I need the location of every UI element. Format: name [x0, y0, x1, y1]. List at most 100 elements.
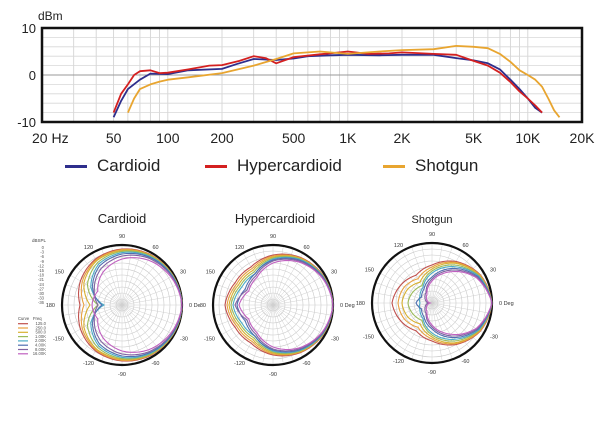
polar-spoke — [272, 304, 312, 352]
curve-table-freq: 2.00K — [35, 338, 46, 343]
polar-trace — [90, 251, 183, 359]
db-scale-tick: -33 — [38, 296, 45, 301]
polar-spoke — [234, 258, 274, 306]
curve-table-freq: 16.00K — [33, 351, 46, 356]
x-tick-label: 2K — [393, 130, 411, 146]
polar-spoke — [272, 274, 326, 306]
polar-trace — [415, 267, 493, 339]
polar-trace — [234, 258, 334, 352]
legend-label-shotgun: Shotgun — [415, 156, 479, 175]
chart-frame — [40, 26, 584, 124]
x-tick-label: 1K — [339, 130, 357, 146]
db-scale-tick: -3 — [40, 250, 44, 255]
polar-chart-shotgun: Shotgun 0 Deg 30 60 90 120 150 180 -150 -120 -90 -6… — [356, 214, 514, 376]
polar-angle-label: 180 — [46, 303, 55, 309]
polar-angle-label: 150 — [365, 268, 374, 274]
polar-spoke — [272, 258, 312, 306]
polar-angle-label: -150 — [204, 337, 215, 343]
polar-spoke — [111, 304, 123, 365]
polar-angle-label: 180 — [200, 303, 206, 309]
polar-trace — [224, 253, 334, 357]
db-scale-tick: -21 — [38, 277, 45, 282]
curve-table-freq: 8.00K — [35, 347, 46, 352]
series-line-hypercardioid — [112, 50, 543, 114]
db-scale-title: dBSPL — [32, 238, 47, 243]
polar-spoke — [272, 304, 320, 344]
db-scale-tick: -24 — [38, 282, 45, 287]
polar-spoke — [385, 264, 433, 304]
polar-angle-label: 60 — [303, 245, 309, 251]
polar-angle-label: -120 — [393, 359, 404, 365]
polar-spoke — [213, 294, 274, 306]
polar-spoke — [431, 302, 492, 314]
polar-spoke — [272, 304, 326, 336]
polar-spoke — [121, 266, 169, 306]
db-scale-tick: -27 — [38, 286, 45, 291]
polar-angle-label: 90 — [119, 234, 125, 240]
polar-angle-label: -120 — [83, 361, 94, 367]
curve-table-freq: 500.0 — [36, 330, 47, 335]
curve-table-header: Freq — [33, 316, 42, 321]
polar-angle-label: 0 Deg — [340, 303, 355, 309]
polar-spoke — [431, 302, 485, 334]
polar-angle-label: 90 — [429, 232, 435, 238]
polar-spoke — [372, 292, 433, 304]
polar-angle-label: -30 — [180, 337, 188, 343]
x-tick-label: 500 — [282, 130, 306, 146]
polar-spoke — [411, 246, 433, 304]
polar-spoke — [242, 252, 274, 306]
y-axis-label: dBm — [38, 9, 63, 23]
polar-spoke — [69, 304, 123, 336]
polar-trace — [407, 264, 493, 342]
legend-label-cardioid: Cardioid — [97, 156, 161, 175]
polar-spoke — [121, 284, 179, 306]
legend-swatch-shotgun — [383, 164, 405, 168]
polar-spoke — [121, 304, 179, 326]
polar-spoke — [431, 302, 463, 356]
polar-spoke — [121, 252, 153, 306]
legend-item-shotgun: Shotgun — [383, 156, 478, 176]
polar-spoke — [226, 266, 274, 306]
polar-angle-label: 0 Deg — [189, 303, 200, 309]
polar-angle-label: -90 — [118, 372, 126, 378]
polar-trace — [424, 269, 493, 337]
db-scale-tick: -15 — [38, 268, 45, 273]
curve-table-freq: 250.0 — [36, 325, 47, 330]
polar-spoke — [379, 272, 433, 304]
y-tick-label: -10 — [17, 115, 36, 130]
x-tick-label: 20 Hz — [32, 130, 69, 146]
polar-spoke — [121, 258, 161, 306]
polar-trace — [232, 256, 334, 354]
polar-angle-label: -90 — [269, 372, 277, 378]
polar-spoke — [91, 252, 123, 306]
legend-item-cardioid: Cardioid — [65, 156, 160, 176]
polar-trace — [230, 255, 334, 355]
curve-table-header: Curve — [18, 316, 30, 321]
polar-spoke — [411, 302, 433, 360]
polar-chart-cardioid: dBSPL0-3-6-9-12-15-18-21-24-27-30-33-36C… — [18, 211, 200, 378]
polar-angle-label: -60 — [462, 359, 470, 365]
polar-spoke — [121, 304, 161, 352]
polar-angle-label: 30 — [180, 270, 186, 276]
polar-spoke — [375, 282, 433, 304]
polar-spoke — [121, 245, 133, 306]
curve-table-freq: 125.0 — [36, 321, 47, 326]
series-line-shotgun — [127, 45, 561, 118]
db-scale-tick: -9 — [40, 259, 44, 264]
polar-title: Cardioid — [98, 211, 146, 226]
polar-angle-label: -150 — [53, 337, 64, 343]
series-line-cardioid — [112, 53, 543, 118]
polar-spoke — [431, 302, 453, 360]
polar-angle-label: -30 — [490, 335, 498, 341]
polar-spoke — [121, 304, 175, 336]
db-scale-tick: -6 — [40, 254, 44, 259]
polar-spoke — [121, 294, 182, 306]
polar-trace — [401, 262, 493, 344]
curve-table-freq: 4.00K — [35, 343, 46, 348]
polar-spoke — [372, 302, 433, 314]
polar-spoke — [431, 282, 489, 304]
x-tick-label: 10K — [515, 130, 541, 146]
polar-spoke — [121, 304, 182, 316]
polar-angle-label: 60 — [462, 243, 468, 249]
